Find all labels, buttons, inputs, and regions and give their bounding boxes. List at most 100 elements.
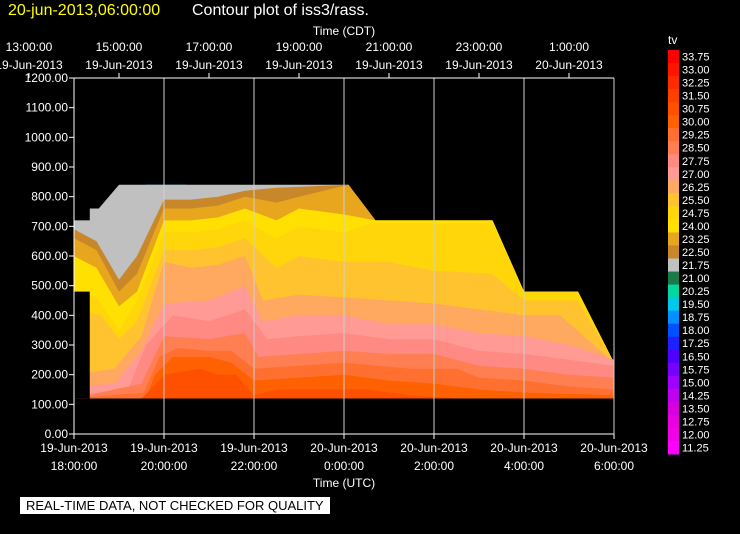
colorbar-swatch <box>668 284 679 299</box>
bottom-tick-time: 20:00:00 <box>141 459 188 473</box>
colorbar-swatch <box>668 362 679 377</box>
colorbar-label: 31.50 <box>682 91 710 103</box>
bottom-tick-time: 18:00:00 <box>51 459 98 473</box>
colorbar-swatch <box>668 76 679 90</box>
top-tick-time: 1:00:00 <box>549 40 589 54</box>
colorbar-swatch <box>668 323 679 338</box>
y-tick-label: 200.00 <box>31 368 68 382</box>
colorbar-label: 24.00 <box>682 221 710 233</box>
colorbar-swatch <box>668 310 679 325</box>
colorbar-swatch <box>668 206 679 220</box>
colorbar-swatch <box>668 63 679 77</box>
colorbar-label: 32.25 <box>682 78 710 90</box>
y-tick-label: 800.00 <box>31 190 68 204</box>
y-tick-label: 1000.00 <box>25 130 69 144</box>
colorbar-swatch <box>668 427 679 442</box>
y-tick-label: 500.00 <box>31 279 68 293</box>
top-tick-time: 19:00:00 <box>276 40 323 54</box>
top-tick-date: 19-Jun-2013 <box>175 58 243 72</box>
colorbar-label: 22.50 <box>682 247 710 259</box>
colorbar-swatch <box>668 89 679 103</box>
colorbar-title: tv <box>668 33 677 47</box>
colorbar-label: 21.75 <box>682 260 710 272</box>
colorbar-label: 14.25 <box>682 390 710 402</box>
colorbar-swatch <box>668 388 679 403</box>
bottom-tick-time: 22:00:00 <box>231 459 278 473</box>
colorbar-label: 19.50 <box>682 299 710 311</box>
colorbar-swatch <box>668 440 679 455</box>
colorbar-swatch <box>668 336 679 351</box>
bottom-tick-time: 4:00:00 <box>504 459 544 473</box>
colorbar-swatch <box>668 180 679 194</box>
colorbar-swatch <box>668 297 679 312</box>
y-tick-label: 400.00 <box>31 308 68 322</box>
colorbar-label: 29.25 <box>682 130 710 142</box>
no-data-region <box>74 291 90 399</box>
colorbar-label: 11.25 <box>682 442 709 454</box>
run-date-label: 20-jun-2013,06:00:00 <box>8 2 161 19</box>
colorbar-swatch <box>668 375 679 390</box>
y-tick-label: 300.00 <box>31 338 68 352</box>
colorbar-label: 15.75 <box>682 364 710 376</box>
colorbar-label: 30.75 <box>682 104 710 116</box>
bottom-tick-date: 19-Jun-2013 <box>220 441 288 455</box>
bottom-tick-date: 19-Jun-2013 <box>130 441 198 455</box>
bottom-tick-date: 20-Jun-2013 <box>580 441 648 455</box>
colorbar-swatch <box>668 102 679 116</box>
top-tick-date: 19-Jun-2013 <box>85 58 153 72</box>
top-tick-date: 19-Jun-2013 <box>445 58 513 72</box>
colorbar-label: 13.50 <box>682 403 710 415</box>
colorbar-label: 18.00 <box>682 325 710 337</box>
colorbar-swatch <box>668 128 679 142</box>
colorbar-swatch <box>668 50 679 64</box>
colorbar-label: 24.75 <box>682 208 710 220</box>
y-tick-label: 1200.00 <box>25 71 69 85</box>
colorbar-swatch <box>668 141 679 155</box>
bottom-tick-time: 6:00:00 <box>594 459 634 473</box>
colorbar-label: 18.75 <box>682 312 710 324</box>
top-tick-date: 19-Jun-2013 <box>0 58 63 72</box>
bottom-tick-date: 20-Jun-2013 <box>490 441 558 455</box>
top-tick-date: 19-Jun-2013 <box>355 58 423 72</box>
colorbar-swatch <box>668 232 679 246</box>
colorbar-swatch <box>668 167 679 181</box>
colorbar-swatch <box>668 245 679 260</box>
top-tick-time: 23:00:00 <box>456 40 503 54</box>
chart-title: Contour plot of iss3/rass. <box>192 2 369 19</box>
colorbar-label: 21.00 <box>682 273 710 285</box>
bottom-tick-time: 2:00:00 <box>414 459 454 473</box>
colorbar-swatch <box>668 219 679 233</box>
bottom-tick-date: 20-Jun-2013 <box>400 441 468 455</box>
colorbar-label: 33.75 <box>682 52 710 64</box>
top-tick-time: 21:00:00 <box>366 40 413 54</box>
colorbar-label: 30.00 <box>682 117 710 129</box>
colorbar-label: 20.25 <box>682 286 710 298</box>
bottom-tick-time: 0:00:00 <box>324 459 364 473</box>
colorbar-label: 17.25 <box>682 338 710 350</box>
top-tick-time: 17:00:00 <box>186 40 233 54</box>
colorbar-label: 26.25 <box>682 182 710 194</box>
y-tick-label: 0.00 <box>45 427 69 441</box>
quality-warning-banner: REAL-TIME DATA, NOT CHECKED FOR QUALITY <box>20 497 330 514</box>
colorbar-label: 25.50 <box>682 195 710 207</box>
contour-band-30-75 <box>74 368 614 399</box>
top-tick-time: 15:00:00 <box>96 40 143 54</box>
colorbar-label: 28.50 <box>682 143 710 155</box>
colorbar-label: 15.00 <box>682 377 710 389</box>
top-tick-date: 20-Jun-2013 <box>535 58 603 72</box>
y-tick-label: 100.00 <box>31 397 68 411</box>
colorbar-swatch <box>668 258 679 273</box>
top-axis-title: Time (CDT) <box>313 24 375 38</box>
colorbar-label: 27.75 <box>682 156 710 168</box>
bottom-axis-title: Time (UTC) <box>313 476 375 490</box>
bottom-tick-date: 19-Jun-2013 <box>40 441 108 455</box>
colorbar-swatch <box>668 115 679 129</box>
colorbar-swatch <box>668 349 679 364</box>
colorbar-swatch <box>668 414 679 429</box>
colorbar-swatch <box>668 401 679 416</box>
contour-fills <box>74 184 614 399</box>
y-tick-label: 700.00 <box>31 219 68 233</box>
y-tick-label: 600.00 <box>31 249 68 263</box>
colorbar-swatch <box>668 154 679 168</box>
